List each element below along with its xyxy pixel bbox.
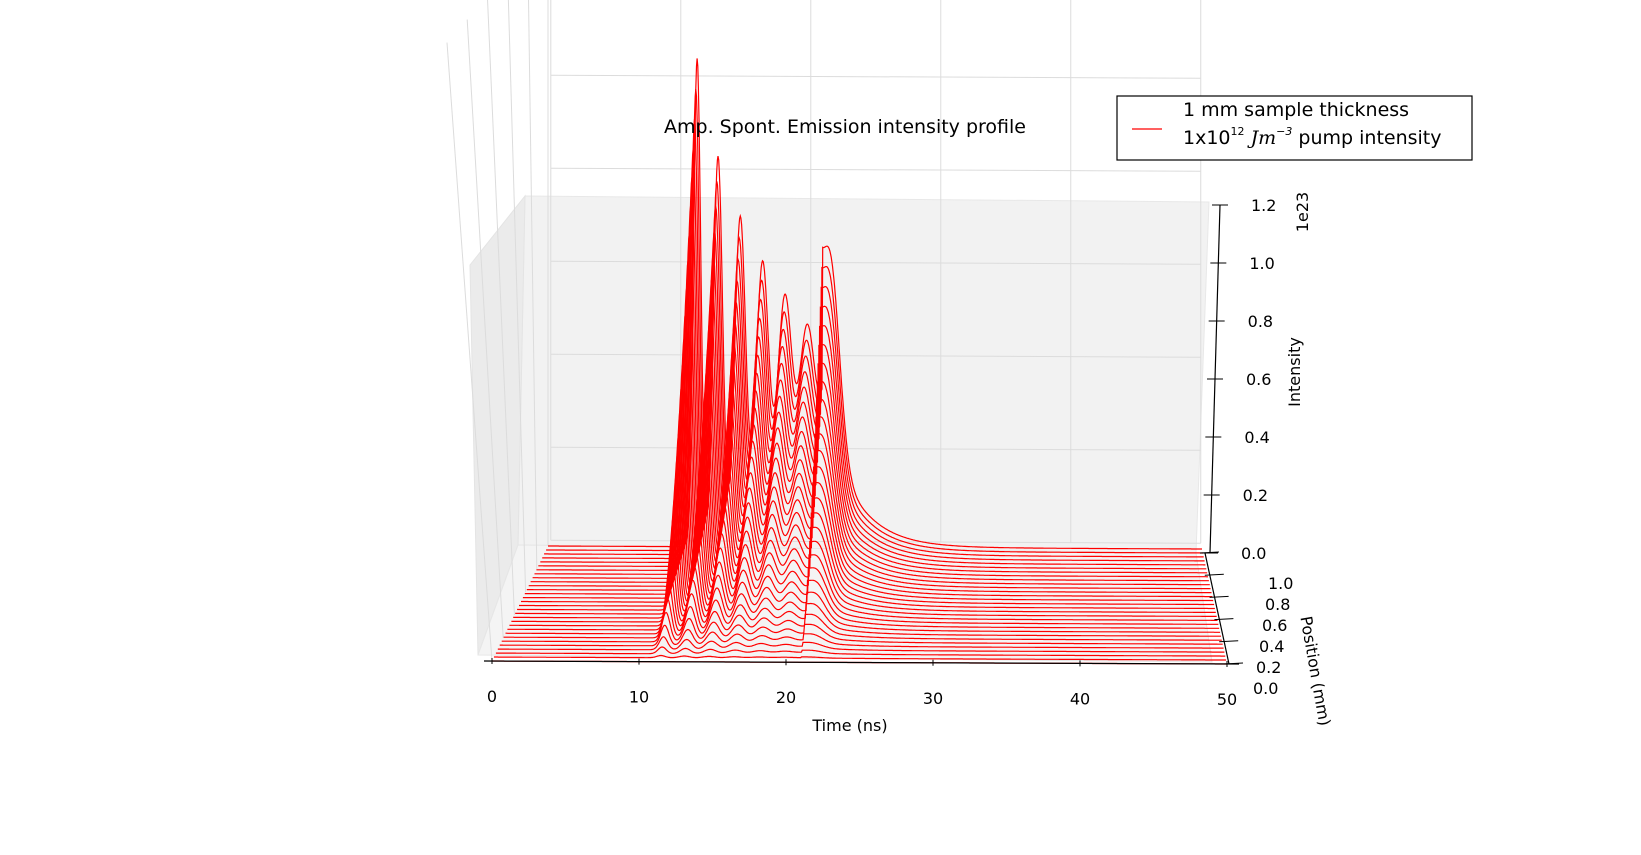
series-group: [492, 58, 1227, 665]
x-tick-label: 20: [776, 688, 796, 707]
axes-group: 0 10 20 30 40 50 Time (ns) 0.0 0.2 0.4 0.6 0.8 1.0 1.…: [483, 192, 1334, 735]
grid-line-y: [528, 0, 538, 570]
series-line: [530, 312, 1210, 586]
y-tick-label: 0.4: [1259, 637, 1284, 656]
x-axis-label: Time (ns): [811, 716, 887, 735]
grid-line-y: [446, 42, 493, 662]
grid-line-z: [550, 260, 1201, 265]
series-line: [501, 611, 1223, 645]
legend-box: [1116, 95, 1473, 161]
legend-entry-line2: 1x1012 Jm−3 pump intensity: [1183, 125, 1442, 149]
y-tick-label: 0.8: [1265, 595, 1290, 614]
series-line: [524, 386, 1213, 598]
series-line: [517, 473, 1216, 613]
series-line: [528, 337, 1211, 590]
y-tick-mark: [1219, 640, 1239, 643]
series-line: [519, 451, 1215, 610]
series-line: [534, 260, 1208, 578]
series-line: [511, 531, 1219, 625]
legend: 1 mm sample thickness 1x1012 Jm−3 pump in…: [1116, 95, 1473, 161]
z-tick-label: 0.6: [1246, 370, 1271, 389]
x-tick-label: 0: [487, 687, 497, 706]
y-tick-mark: [1223, 662, 1244, 665]
legend-entry-line1: 1 mm sample thickness: [1183, 99, 1409, 121]
series-line: [542, 148, 1205, 562]
back-pane: [517, 195, 1210, 554]
z-tick-label: 0.8: [1248, 312, 1273, 331]
grid-line-z: [550, 539, 1201, 544]
series-line: [544, 119, 1204, 558]
y-axis-line: [1204, 552, 1230, 665]
y-tick-mark: [1209, 595, 1229, 598]
y-tick-label: 0.0: [1253, 679, 1278, 698]
series-line: [538, 205, 1207, 570]
series-line: [495, 646, 1226, 657]
z-tick-label: 0.0: [1241, 544, 1266, 563]
series-line: [513, 512, 1218, 621]
y-tick-label: 0.6: [1262, 616, 1287, 635]
grid-line-y: [466, 19, 504, 639]
series-line: [546, 88, 1203, 554]
grid-line-z: [550, 74, 1201, 79]
grid-line-y: [507, 0, 527, 593]
series-line: [548, 58, 1202, 550]
z-tick-label: 1.2: [1251, 196, 1276, 215]
series-line: [497, 636, 1225, 653]
series-line: [522, 409, 1214, 602]
chart-title: Amp. Spont. Emission intensity profile: [664, 116, 1026, 138]
grid-line-z: [550, 353, 1201, 358]
y-tick-mark: [1214, 618, 1234, 621]
grid-line-z: [550, 167, 1201, 172]
series-line: [536, 233, 1208, 574]
series-line: [515, 493, 1217, 617]
y-axis-label: Position (mm): [1296, 615, 1334, 728]
z-tick-label: 0.4: [1244, 428, 1269, 447]
y-tick-label: 1.0: [1268, 574, 1293, 593]
y-tick-mark: [1199, 551, 1220, 554]
z-offset-text: 1e23: [1293, 192, 1312, 232]
x-axis-line: [483, 660, 1240, 665]
series-line: [505, 582, 1221, 637]
series-line: [540, 177, 1206, 566]
x-tick-label: 30: [923, 689, 943, 708]
x-tick-label: 50: [1217, 690, 1237, 709]
series-line: [499, 624, 1224, 649]
grid-line-z: [550, 446, 1201, 451]
x-tick-label: 10: [629, 688, 649, 707]
series-line: [507, 566, 1221, 633]
x-tick-label: 40: [1070, 689, 1090, 708]
y-tick-label: 0.2: [1256, 658, 1281, 677]
z-axis-label: Intensity: [1285, 337, 1304, 407]
y-tick-mark: [1204, 573, 1224, 576]
z-tick-label: 1.0: [1249, 254, 1274, 273]
series-line: [526, 362, 1212, 594]
grid-lines: [446, 0, 1202, 662]
series-line: [521, 429, 1215, 606]
series-line: [509, 549, 1220, 629]
series-line: [532, 287, 1209, 582]
grid-line-y: [487, 0, 515, 616]
series-line: [503, 597, 1222, 641]
z-tick-label: 0.2: [1243, 486, 1268, 505]
series-line: [493, 654, 1227, 661]
